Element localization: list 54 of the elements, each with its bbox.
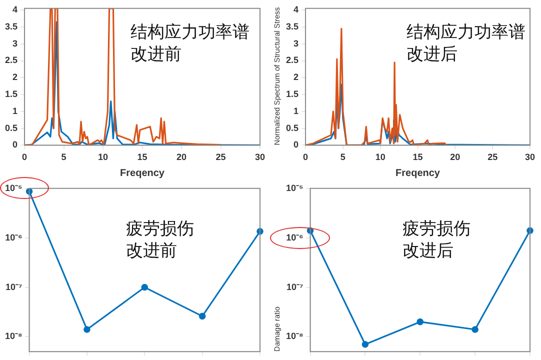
y-tick-label: 0.5 [4,122,18,133]
annotation: 疲劳损伤 [126,218,194,239]
x-tick-label: 10 [98,152,108,162]
y-tick-label: 3 [12,38,18,48]
annotation: 改进前 [130,44,182,65]
y-tick-label: 10⁻⁵ [5,182,22,193]
y-tick-label: 1.5 [4,89,18,100]
x-axis-title: Freqency [396,168,440,179]
y-tick-label: 10⁻⁶ [286,232,304,242]
x-tick-label: 20 [176,152,187,162]
y-tick-label: 0.5 [286,122,299,133]
y-tick-label: 10⁻⁶ [5,232,22,242]
y-tick-label: 4 [293,4,299,15]
y-tick-label: 10⁻⁵ [286,182,304,193]
y-tick-label: 1 [12,106,18,116]
y-tick-label: 10⁻⁸ [286,331,304,342]
annotation: 改进后 [406,44,458,65]
x-tick-label: 30 [254,152,266,162]
point [141,284,148,291]
x-tick-label: 15 [412,152,423,162]
y-tick-label: 0 [12,140,18,150]
y-tick-label: 2 [293,72,299,82]
y-tick-label: 4 [12,4,18,15]
y-tick-label: 1 [293,106,299,116]
y-tick-label: 2.5 [4,55,18,66]
annotation: 改进后 [402,240,454,261]
y-tick-label: 10⁻⁷ [6,282,23,292]
point [198,312,206,320]
y-tick-label: 1.5 [286,89,299,100]
y-tick-label: 3 [293,38,299,48]
point [362,340,369,348]
annotation: 结构应力功率谱 [130,22,250,43]
y-tick-label: 2 [12,72,18,82]
x-tick-label: 10 [375,152,386,162]
y-tick-label: 10⁻⁸ [5,331,22,342]
x-tick-label: 15 [137,152,148,162]
x-axis-title: Freqency [120,168,165,179]
point [84,326,90,333]
x-tick-label: 20 [450,152,460,162]
y-tick-label: 0 [293,140,299,150]
point [416,318,424,326]
y-tick-label: 10⁻⁷ [286,282,304,292]
x-tick-label: 5 [61,152,66,162]
x-tick-label: 5 [340,152,346,162]
annotation: 结构应力功率谱 [406,22,526,43]
x-tick-label: 25 [488,152,498,162]
point [472,326,478,333]
annotation: 改进前 [126,240,178,261]
annotation: 疲劳损伤 [402,218,471,239]
x-tick-label: 30 [524,152,536,162]
x-tick-label: 25 [216,152,226,162]
y-tick-label: 3.5 [286,21,299,32]
y-tick-label: 3.5 [4,21,18,32]
y-tick-label: 2.5 [286,55,299,66]
